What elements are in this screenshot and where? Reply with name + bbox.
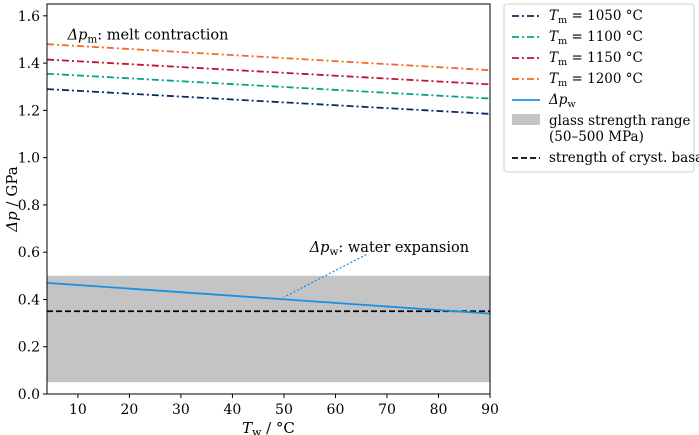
x-tick-label: 10 bbox=[69, 402, 87, 418]
x-tick-label: 30 bbox=[172, 402, 190, 418]
series-line-3 bbox=[47, 58, 490, 86]
legend-handle-band bbox=[512, 114, 540, 125]
x-tick-label: 50 bbox=[275, 402, 293, 418]
y-tick-label: 0.6 bbox=[18, 245, 40, 261]
series-line-2 bbox=[47, 72, 490, 100]
legend-label-5: Δpw bbox=[548, 92, 576, 110]
plot-content bbox=[47, 43, 490, 383]
legend-label-band: glass strength range bbox=[549, 113, 691, 129]
legend-box bbox=[503, 3, 695, 173]
x-axis-label: Tw / °C bbox=[242, 419, 295, 435]
annotation-water: Δpw: water expansion bbox=[309, 240, 469, 258]
x-tick-label: 40 bbox=[224, 402, 242, 418]
y-tick-label: 1.4 bbox=[18, 56, 40, 72]
legend-label-2: Tm = 1100 °C bbox=[549, 29, 643, 47]
annotation-arrow bbox=[283, 253, 367, 298]
y-tick-label: 1.2 bbox=[18, 103, 40, 119]
y-axis-label: Δp / GPa bbox=[3, 166, 21, 232]
glass-strength-band bbox=[47, 275, 490, 383]
x-tick-label: 80 bbox=[430, 402, 448, 418]
y-tick-label: 0.8 bbox=[18, 198, 40, 214]
y-tick-label: 1.6 bbox=[18, 9, 40, 25]
x-tick-label: 60 bbox=[327, 402, 345, 418]
y-tick-label: 0.4 bbox=[18, 292, 40, 308]
x-tick-label: 20 bbox=[121, 402, 139, 418]
legend-label-basalt: strength of cryst. basalt bbox=[549, 150, 699, 166]
x-tick-label: 70 bbox=[378, 402, 396, 418]
x-tick-label: 90 bbox=[481, 402, 499, 418]
plot-frame bbox=[46, 3, 491, 395]
legend-label-1: Tm = 1050 °C bbox=[549, 8, 643, 26]
y-tick-label: 1.0 bbox=[18, 151, 40, 167]
legend-label-3: Tm = 1150 °C bbox=[549, 50, 643, 68]
y-tick-label: 0.2 bbox=[18, 340, 40, 356]
y-tick-label: 0.0 bbox=[18, 387, 40, 403]
legend-label-band-range: (50–500 MPa) bbox=[549, 129, 644, 145]
annotation-melt: Δpm: melt contraction bbox=[67, 27, 229, 45]
series-line-4 bbox=[47, 43, 490, 72]
series-line-5 bbox=[47, 282, 490, 315]
series-line-1 bbox=[47, 88, 490, 115]
legend-label-4: Tm = 1200 °C bbox=[549, 71, 643, 89]
